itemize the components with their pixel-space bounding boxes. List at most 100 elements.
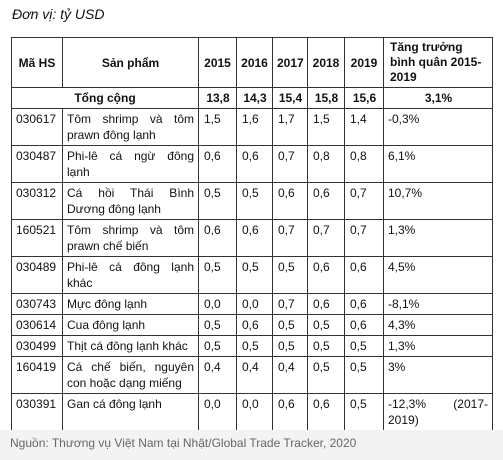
data-row: 030489 Phi-lê cá đông lạnh khác 0,5 0,5 0,5 0… <box>11 256 493 294</box>
data-row: 030617 Tôm shrimp và tôm prawn đông lạnh 1… <box>11 108 493 146</box>
value-cell: 1,6 <box>236 108 273 146</box>
value-cell: 0,7 <box>307 219 345 257</box>
value-cell: 0,0 <box>236 293 273 315</box>
header-cell: Sản phẩm <box>62 37 199 88</box>
value-cell: 0,8 <box>344 145 384 183</box>
value-cell: 0,7 <box>272 145 308 183</box>
hs-code: 030312 <box>11 182 63 220</box>
data-table: Mã HS Sản phẩm 2015 2016 2017 2018 2019 Tăng tr… <box>11 37 493 431</box>
value-cell: 0,5 <box>198 335 237 357</box>
value-cell: 0,5 <box>272 256 308 294</box>
value-cell: 0,5 <box>236 335 273 357</box>
product: Cua đông lạnh <box>62 314 199 336</box>
header-cell: Tăng trưởng bình quân 2015-2019 <box>383 37 493 88</box>
growth-cell: 1,3% <box>383 219 493 257</box>
value-cell: 0,6 <box>307 393 345 431</box>
value-cell: 0,5 <box>198 182 237 220</box>
value-cell: 0,6 <box>198 219 237 257</box>
product: Tôm shrimp và tôm prawn đông lạnh <box>62 108 199 146</box>
growth-cell: 1,3% <box>383 335 493 357</box>
value-cell: 0,5 <box>272 335 308 357</box>
header-cell: 2018 <box>307 37 345 88</box>
value-cell: 0,0 <box>236 393 273 431</box>
header-cell: 2017 <box>272 37 308 88</box>
total-cell: 3,1% <box>383 87 493 109</box>
value-cell: 0,5 <box>198 256 237 294</box>
hs-code: 030743 <box>11 293 63 315</box>
header-cell: 2016 <box>236 37 273 88</box>
value-cell: 0,5 <box>198 314 237 336</box>
total-cell: 15,8 <box>307 87 345 109</box>
hs-code: 030391 <box>11 393 63 431</box>
footer-band <box>0 430 503 460</box>
value-cell: 0,6 <box>307 256 345 294</box>
value-cell: 0,6 <box>198 145 237 183</box>
header-cell: 2015 <box>198 37 237 88</box>
growth-cell: 6,1% <box>383 145 493 183</box>
growth-cell: -8,1% <box>383 293 493 315</box>
header-cell: Mã HS <box>11 37 63 88</box>
value-cell: 0,7 <box>344 219 384 257</box>
total-cell: 13,8 <box>198 87 237 109</box>
product: Phi-lê cá ngừ đông lạnh <box>62 145 199 183</box>
data-row: 030487 Phi-lê cá ngừ đông lạnh 0,6 0,6 0,7 0,… <box>11 145 493 183</box>
hs-code: 030617 <box>11 108 63 146</box>
hs-code: 030487 <box>11 145 63 183</box>
value-cell: 0,6 <box>307 293 345 315</box>
hs-code: 030499 <box>11 335 63 357</box>
product: Gan cá đông lạnh <box>62 393 199 431</box>
product: Cá hồi Thái Bình Dương đông lạnh <box>62 182 199 220</box>
value-cell: 0,6 <box>236 219 273 257</box>
source-note: Nguồn: Thương vụ Việt Nam tại Nhật/Globa… <box>10 436 357 450</box>
value-cell: 0,7 <box>272 219 308 257</box>
total-cell: 15,6 <box>344 87 384 109</box>
data-row: 030391 Gan cá đông lạnh 0,0 0,0 0,6 0,6 0,5 -12… <box>11 393 493 431</box>
data-row: 030312 Cá hồi Thái Bình Dương đông lạnh 0,… <box>11 182 493 220</box>
value-cell: 0,7 <box>344 182 384 220</box>
hs-code: 030614 <box>11 314 63 336</box>
value-cell: 0,5 <box>344 356 384 394</box>
value-cell: 0,0 <box>198 293 237 315</box>
value-cell: 0,0 <box>198 393 237 431</box>
growth-cell: 4,3% <box>383 314 493 336</box>
value-cell: 0,6 <box>344 293 384 315</box>
data-row: 160521 Tôm shrimp và tôm prawn chế biến 0,… <box>11 219 493 257</box>
value-cell: 0,4 <box>272 356 308 394</box>
value-cell: 1,4 <box>344 108 384 146</box>
value-cell: 0,5 <box>236 256 273 294</box>
data-row: 030743 Mực đông lạnh 0,0 0,0 0,7 0,6 0,6 -8,1% <box>11 293 493 315</box>
growth-cell: -0,3% <box>383 108 493 146</box>
value-cell: 0,6 <box>307 182 345 220</box>
value-cell: 0,4 <box>236 356 273 394</box>
value-cell: 0,6 <box>272 182 308 220</box>
header-row: Mã HS Sản phẩm 2015 2016 2017 2018 2019 Tăng tr… <box>11 37 493 88</box>
product: Mực đông lạnh <box>62 293 199 315</box>
total-row: Tổng cộng 13,8 14,3 15,4 15,8 15,6 3,1% <box>11 87 493 109</box>
value-cell: 1,7 <box>272 108 308 146</box>
product: Tôm shrimp và tôm prawn chế biến <box>62 219 199 257</box>
value-cell: 0,6 <box>272 393 308 431</box>
value-cell: 0,4 <box>198 356 237 394</box>
hs-code: 160521 <box>11 219 63 257</box>
hs-code: 030489 <box>11 256 63 294</box>
value-cell: 0,6 <box>344 256 384 294</box>
growth-cell: 10,7% <box>383 182 493 220</box>
data-row: 030499 Thịt cá đông lạnh khác 0,5 0,5 0,5 0,5… <box>11 335 493 357</box>
hs-code: 160419 <box>11 356 63 394</box>
growth-cell: 4,5% <box>383 256 493 294</box>
product: Phi-lê cá đông lạnh khác <box>62 256 199 294</box>
total-label: Tổng cộng <box>11 87 199 109</box>
product: Cá chế biến, nguyên con hoặc dạng miếng <box>62 356 199 394</box>
data-row: 030614 Cua đông lạnh 0,5 0,6 0,5 0,5 0,6 4,3% <box>11 314 493 336</box>
value-cell: 0,7 <box>272 293 308 315</box>
value-cell: 0,8 <box>307 145 345 183</box>
value-cell: 0,6 <box>236 145 273 183</box>
growth-cell: 3% <box>383 356 493 394</box>
unit-note: Đơn vị: tỷ USD <box>12 6 105 22</box>
product: Thịt cá đông lạnh khác <box>62 335 199 357</box>
value-cell: 0,5 <box>344 335 384 357</box>
value-cell: 0,5 <box>307 314 345 336</box>
growth-cell: -12,3% (2017-2019) <box>383 393 493 431</box>
